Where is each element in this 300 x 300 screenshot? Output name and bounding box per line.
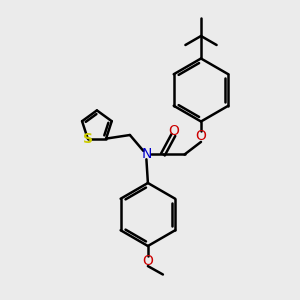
Text: N: N <box>141 148 152 161</box>
Text: O: O <box>168 124 179 138</box>
Text: O: O <box>196 130 206 143</box>
Text: O: O <box>142 254 153 268</box>
Text: S: S <box>83 132 93 145</box>
